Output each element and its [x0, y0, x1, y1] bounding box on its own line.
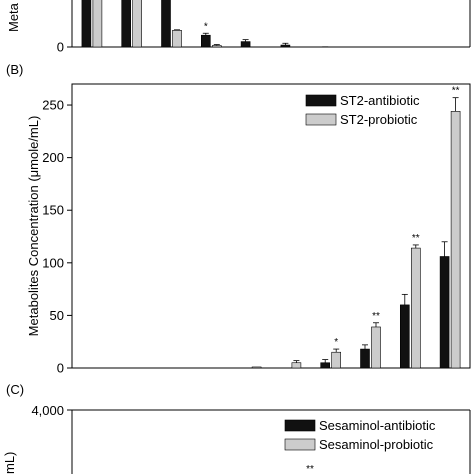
panel-c-y-axis-label: mL) [2, 452, 17, 474]
significance-mark: * [334, 337, 338, 348]
legend-swatch-sesaminol-antibiotic [284, 419, 316, 432]
panel-b-label: (B) [6, 62, 23, 77]
bar [360, 348, 370, 369]
bar [121, 0, 131, 48]
bar [371, 326, 381, 369]
bar [399, 304, 410, 369]
panel-c-y-tick-label: 4,000 [31, 403, 64, 418]
y-tick-label: 250 [42, 98, 64, 113]
bar [410, 247, 421, 369]
legend-swatch-sesaminol-probiotic [284, 438, 316, 451]
y-tick-label: 100 [42, 255, 64, 270]
legend-swatch-st2-antibiotic [305, 94, 337, 107]
panel-b: Metabolites Concentration (μmole/mL) 0 50… [26, 83, 471, 376]
significance-mark: * [204, 21, 208, 32]
legend-label-st2-antibiotic: ST2-antibiotic [340, 93, 420, 108]
panel-b-y-axis-label: Metabolites Concentration (μmole/mL) [26, 116, 41, 337]
significance-mark: ** [372, 311, 380, 322]
panel-c-label: (C) [6, 382, 24, 397]
panel-c-significance-mark: ** [306, 464, 314, 474]
significance-mark: ** [452, 86, 460, 97]
significance-mark: ** [412, 233, 420, 244]
panel-a-y-axis-label: Meta [6, 2, 21, 32]
bar [251, 366, 262, 369]
bar [172, 30, 182, 48]
panel-b-plot-frame [71, 83, 471, 369]
legend-swatch-st2-probiotic [305, 113, 337, 126]
bar [291, 362, 302, 369]
bar [212, 45, 222, 48]
bar [92, 0, 103, 48]
panel-c-legend: Sesaminol-antibiotic Sesaminol-probiotic [284, 418, 436, 452]
bar [439, 256, 450, 369]
panel-c: 4,000 mL) Sesaminol-antibiotic Sesaminol… [2, 403, 471, 474]
bar [450, 111, 461, 369]
bar [320, 362, 331, 369]
y-tick-label: 0 [57, 361, 64, 376]
bar [201, 34, 211, 48]
legend-label-sesaminol-antibiotic: Sesaminol-antibiotic [319, 418, 436, 433]
bar [280, 44, 291, 48]
panel-b-legend: ST2-antibiotic ST2-probiotic [305, 93, 420, 127]
bar [161, 0, 171, 48]
y-tick-label: 0 [57, 40, 64, 55]
legend-label-sesaminol-probiotic: Sesaminol-probiotic [319, 437, 434, 452]
bar [81, 0, 92, 48]
bar [331, 351, 342, 369]
legend-label-st2-probiotic: ST2-probiotic [340, 112, 418, 127]
y-tick-label: 150 [42, 203, 64, 218]
y-tick-label: 50 [50, 308, 64, 323]
bar [240, 41, 251, 48]
panel-a: Meta 0 * [6, 0, 471, 55]
bar [132, 0, 142, 48]
y-tick-label: 200 [42, 150, 64, 165]
